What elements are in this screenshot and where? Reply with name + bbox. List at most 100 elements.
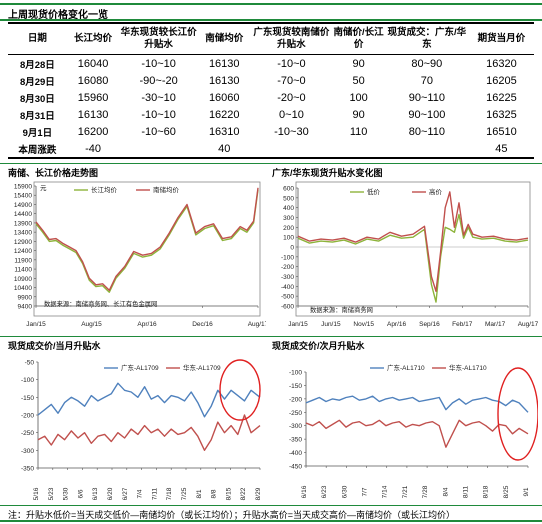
y-unit-label: 元 — [40, 184, 47, 192]
y-tick-label: 11400 — [14, 267, 32, 274]
y-tick-label: 15400 — [14, 193, 32, 200]
x-tick-label: 5/23 — [48, 487, 55, 500]
table-cell: -20~0 — [277, 91, 306, 104]
legend-label: 高价 — [429, 187, 443, 196]
table-row: 8月29日 16080 -90~-20 16130 -70~0 50 70 16… — [8, 72, 534, 89]
y-tick-label: 10900 — [14, 276, 32, 283]
date-cell: 8月28日 — [19, 59, 55, 71]
chart1-svg: 9400 9900 10400 10900 11400 11900 12400 12900 13… — [14, 181, 266, 328]
series-line-0 — [305, 395, 529, 413]
x-tick-label: 5/16 — [33, 487, 40, 500]
series-line-0 — [37, 382, 261, 418]
y-tick-label: -100 — [289, 370, 302, 377]
plot-frame — [295, 181, 531, 317]
y-tick-label: -50 — [25, 360, 35, 367]
y-tick-label: 14400 — [14, 211, 32, 218]
table-cell: 16130 — [77, 108, 109, 121]
x-tick-label: 9/1 — [523, 487, 530, 496]
x-tick-label: 8/29 — [255, 487, 262, 500]
series-line-1 — [35, 187, 259, 292]
table-cell: 70 — [420, 74, 433, 87]
y-tick-label: 15900 — [14, 184, 32, 191]
x-tick-label: 8/8 — [211, 489, 218, 498]
section-rule — [0, 336, 542, 337]
y-tick-label: -200 — [281, 264, 294, 271]
y-tick-label: -200 — [289, 396, 302, 403]
col-header: 期货当月价 — [477, 33, 526, 44]
y-tick-label: -300 — [281, 274, 294, 281]
series-line-1 — [305, 419, 529, 448]
x-tick-label: 6/6 — [77, 489, 84, 498]
highlight-circle — [219, 359, 261, 421]
col-header: 南储均价 — [205, 33, 244, 44]
x-tick-label: 7/7 — [362, 487, 369, 496]
y-tick-label: 400 — [283, 205, 294, 212]
x-tick-label: Jan/15 — [288, 321, 308, 328]
table-cell: 90 — [352, 108, 365, 121]
table-cell: 16205 — [486, 74, 517, 87]
series-line-0 — [35, 189, 259, 293]
table-cell: 90~110 — [408, 91, 445, 104]
y-tick-label: 12900 — [14, 239, 32, 246]
y-tick-label: -250 — [289, 410, 302, 417]
table-cell: 80~90 — [411, 57, 443, 70]
y-tick-label: 11900 — [14, 257, 32, 264]
x-tick-label: 7/14 — [382, 485, 389, 498]
summary-label: 本周涨跌 — [18, 144, 57, 156]
source-note: 数据来源：南储商务网、长江有色金属网 — [44, 299, 157, 308]
x-tick-label: 7/4 — [137, 489, 144, 498]
table-cell: 16510 — [486, 125, 517, 138]
table-cell: 16080 — [77, 74, 109, 87]
legend-label: 南储均价 — [153, 185, 180, 194]
y-tick-label: 600 — [283, 186, 294, 193]
legend-label: 低价 — [367, 187, 381, 196]
table-cell: 16130 — [208, 57, 240, 70]
y-tick-label: -500 — [281, 294, 294, 301]
x-tick-label: Aug/17 — [248, 321, 266, 328]
y-tick-label: -250 — [21, 430, 34, 437]
y-tick-label: -100 — [21, 377, 34, 384]
price-table: 日期 长江均价 华东现货较长江价升贴水 南储均价 广东现货较南储价升贴水 南储价… — [8, 22, 534, 159]
table-cell: -90~-20 — [139, 74, 178, 87]
x-tick-label: Nov/15 — [353, 321, 374, 328]
table-cell: 16130 — [208, 74, 240, 87]
x-tick-label: Aug/15 — [81, 321, 102, 328]
date-cell: 8月31日 — [19, 110, 55, 122]
col-header: 长江均价 — [74, 33, 113, 44]
y-tick-label: 9400 — [18, 304, 33, 311]
table-cell: -10~10 — [141, 57, 176, 70]
date-cell: 8月30日 — [19, 93, 55, 105]
y-tick-label: 100 — [283, 235, 294, 242]
y-tick-label: -450 — [289, 464, 302, 471]
table-cell: -10~60 — [141, 125, 176, 138]
table-cell: -30~10 — [141, 91, 176, 104]
y-tick-label: 200 — [283, 225, 294, 232]
y-tick-label: 300 — [283, 215, 294, 222]
table-title: 上周现货价格变化一览 — [8, 10, 108, 21]
plot-frame — [33, 181, 261, 317]
series-line-0 — [297, 213, 529, 303]
table-cell: -10~0 — [277, 57, 306, 70]
y-tick-label: 10400 — [14, 285, 32, 292]
legend-label: 广东-AL1709 — [121, 363, 159, 372]
col-header: 日期 — [27, 33, 47, 44]
section-rule — [0, 163, 542, 164]
table-cell: 50 — [352, 74, 365, 87]
table-cell: 16310 — [208, 125, 240, 138]
x-tick-label: Sep/16 — [419, 321, 440, 328]
x-tick-label: Dec/16 — [192, 321, 213, 328]
bottom-rule — [0, 520, 542, 522]
table-cell: 90 — [352, 57, 365, 70]
x-tick-label: 8/18 — [483, 485, 490, 498]
chart3-svg: -50 -100 -150 -200 -250 -300 -350 5/16 5/23 5/30 6… — [21, 359, 262, 500]
y-tick-label: -150 — [21, 395, 34, 402]
y-tick-label: -400 — [289, 450, 302, 457]
legend-label: 华东-AL1710 — [449, 363, 487, 372]
legend-label: 广东-AL1710 — [387, 363, 425, 372]
series-line-1 — [297, 191, 529, 293]
chart4-svg: -100 -150 -200 -250 -300 -350 -400 -450 6/16 6/23… — [289, 363, 538, 498]
x-tick-label: Aug/17 — [518, 321, 538, 328]
x-tick-label: Mar/17 — [485, 321, 506, 328]
x-tick-label: 7/28 — [422, 485, 429, 498]
x-tick-label: Jan/15 — [26, 321, 46, 328]
